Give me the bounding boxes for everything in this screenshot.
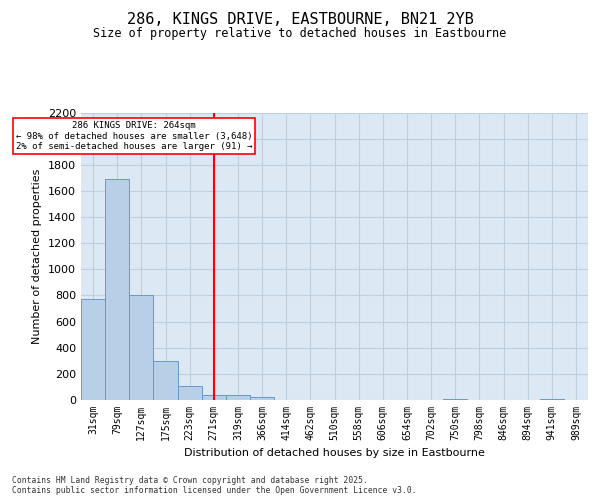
Text: Size of property relative to detached houses in Eastbourne: Size of property relative to detached ho… xyxy=(94,28,506,40)
Bar xyxy=(178,386,202,400)
Text: Contains HM Land Registry data © Crown copyright and database right 2025.: Contains HM Land Registry data © Crown c… xyxy=(12,476,368,485)
Bar xyxy=(250,398,274,400)
Y-axis label: Number of detached properties: Number of detached properties xyxy=(32,168,43,344)
Text: 286 KINGS DRIVE: 264sqm
← 98% of detached houses are smaller (3,648)
2% of semi-: 286 KINGS DRIVE: 264sqm ← 98% of detache… xyxy=(16,121,253,151)
Bar xyxy=(226,395,250,400)
Bar xyxy=(443,398,467,400)
Bar xyxy=(540,398,564,400)
Bar xyxy=(129,296,154,400)
Bar xyxy=(202,395,226,400)
Bar xyxy=(105,179,129,400)
Text: Contains public sector information licensed under the Open Government Licence v3: Contains public sector information licen… xyxy=(12,486,416,495)
Text: 286, KINGS DRIVE, EASTBOURNE, BN21 2YB: 286, KINGS DRIVE, EASTBOURNE, BN21 2YB xyxy=(127,12,473,28)
Bar xyxy=(81,298,105,400)
Bar xyxy=(154,361,178,400)
X-axis label: Distribution of detached houses by size in Eastbourne: Distribution of detached houses by size … xyxy=(184,448,485,458)
